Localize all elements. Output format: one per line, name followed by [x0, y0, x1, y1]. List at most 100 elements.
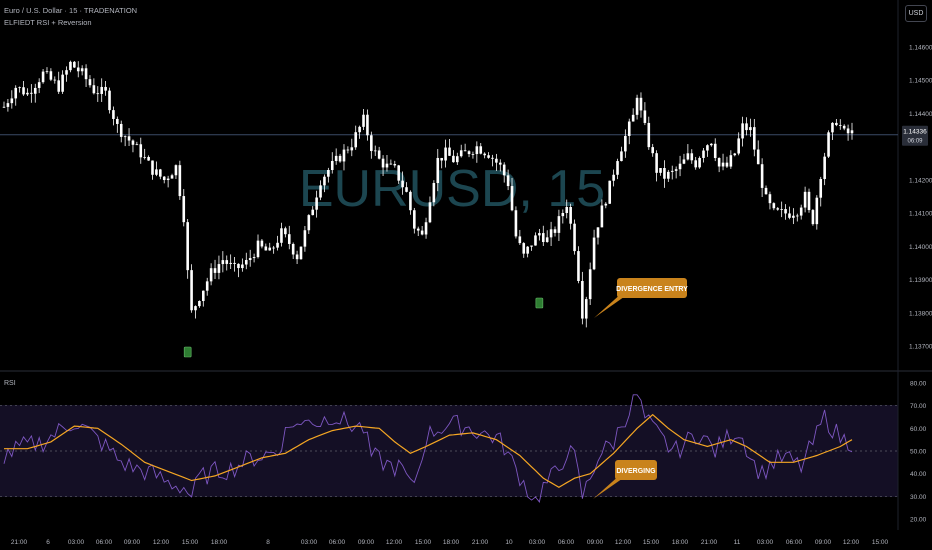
candle-body [498, 162, 502, 165]
candle-body [284, 228, 287, 235]
candle [624, 129, 627, 158]
candle [772, 202, 776, 211]
price-tick-label: 1.14100 [909, 211, 932, 218]
candle [155, 161, 158, 177]
candle [209, 263, 213, 286]
candle [221, 251, 225, 273]
candle [698, 156, 701, 169]
time-tick-label: 03:00 [529, 539, 546, 546]
candle-body [205, 281, 209, 291]
time-tick-label: 21:00 [11, 539, 28, 546]
candle-body [733, 153, 737, 156]
candle [377, 146, 381, 160]
candle [819, 176, 823, 207]
candle-body [225, 260, 229, 264]
candle-body [377, 150, 381, 159]
candle-body [534, 235, 537, 246]
price-tick-label: 1.14200 [909, 177, 932, 184]
candle [241, 258, 244, 272]
candle [389, 159, 393, 165]
candle [299, 246, 303, 260]
rsi-pane[interactable] [0, 394, 898, 503]
candle-body [30, 92, 33, 94]
candle-body [53, 79, 57, 81]
candle [260, 239, 264, 249]
candle [327, 167, 330, 183]
candle-body [162, 176, 166, 181]
candle [295, 250, 299, 264]
candle-body [459, 150, 463, 157]
candle-body [702, 150, 705, 158]
candle [561, 209, 565, 224]
indicator-title[interactable]: ELFIEDT RSI + Reversion [4, 18, 92, 27]
candle-body [112, 110, 115, 119]
time-tick-label: 10 [505, 539, 513, 546]
currency-button[interactable]: USD [905, 5, 927, 22]
candle [471, 151, 475, 159]
candle-body [842, 125, 846, 129]
candle-body [514, 210, 518, 237]
main-price-pane[interactable] [0, 60, 898, 328]
candle-body [768, 194, 772, 204]
candle-body [84, 68, 88, 80]
time-tick-label: 18:00 [443, 539, 460, 546]
time-tick-label: 12:00 [843, 539, 860, 546]
candle-body [135, 144, 139, 146]
candle-body [487, 155, 490, 158]
time-tick-label: 06:00 [558, 539, 575, 546]
candle [581, 271, 584, 325]
candle-body [155, 169, 158, 175]
candle-body [600, 205, 604, 228]
symbol-title[interactable]: Euro / U.S. Dollar · 15 · TRADENATION [4, 6, 138, 15]
candle-body [338, 155, 342, 162]
candle-body [584, 299, 588, 319]
candle-body [835, 122, 838, 126]
candle-body [530, 245, 533, 247]
candle [119, 120, 123, 143]
candle-body [178, 165, 182, 197]
reversion-signal-marker [183, 346, 192, 358]
candle-body [690, 153, 694, 161]
rsi-tick-label: 30.00 [910, 494, 927, 501]
candle-body [287, 234, 291, 244]
candle-body [190, 270, 193, 311]
candle-body [694, 160, 697, 168]
candle-body [745, 123, 748, 131]
candle [827, 130, 830, 158]
candle-body [753, 127, 756, 150]
candle [416, 226, 420, 237]
candle-body [827, 132, 830, 157]
rsi-pane-label: RSI [4, 380, 16, 387]
candle [491, 154, 494, 167]
candle [776, 206, 780, 211]
candle [682, 153, 686, 165]
candle [538, 228, 541, 241]
candle [393, 160, 397, 168]
candle [741, 116, 744, 147]
candle [588, 262, 592, 305]
candle [178, 160, 182, 200]
candle [815, 195, 819, 230]
candle-body [592, 237, 596, 270]
candle-body [819, 179, 823, 198]
candle-body [119, 123, 123, 137]
candle [557, 209, 561, 241]
time-tick-label: 09:00 [124, 539, 141, 546]
candle-body [577, 251, 580, 281]
annotations: DIVERGENCE ENTRY DIVERGING [183, 278, 688, 499]
candle-body [573, 223, 576, 252]
candle-body [424, 222, 428, 235]
candle-body [823, 156, 826, 180]
candle [670, 165, 674, 180]
candle [22, 81, 25, 96]
candle-body [721, 162, 725, 167]
time-tick-label: 06:00 [96, 539, 113, 546]
candle [84, 64, 88, 87]
candle-body [799, 207, 803, 216]
rsi-tick-label: 60.00 [910, 426, 927, 433]
candle [764, 185, 768, 195]
candle-body [815, 197, 819, 225]
candle-body [706, 145, 709, 151]
